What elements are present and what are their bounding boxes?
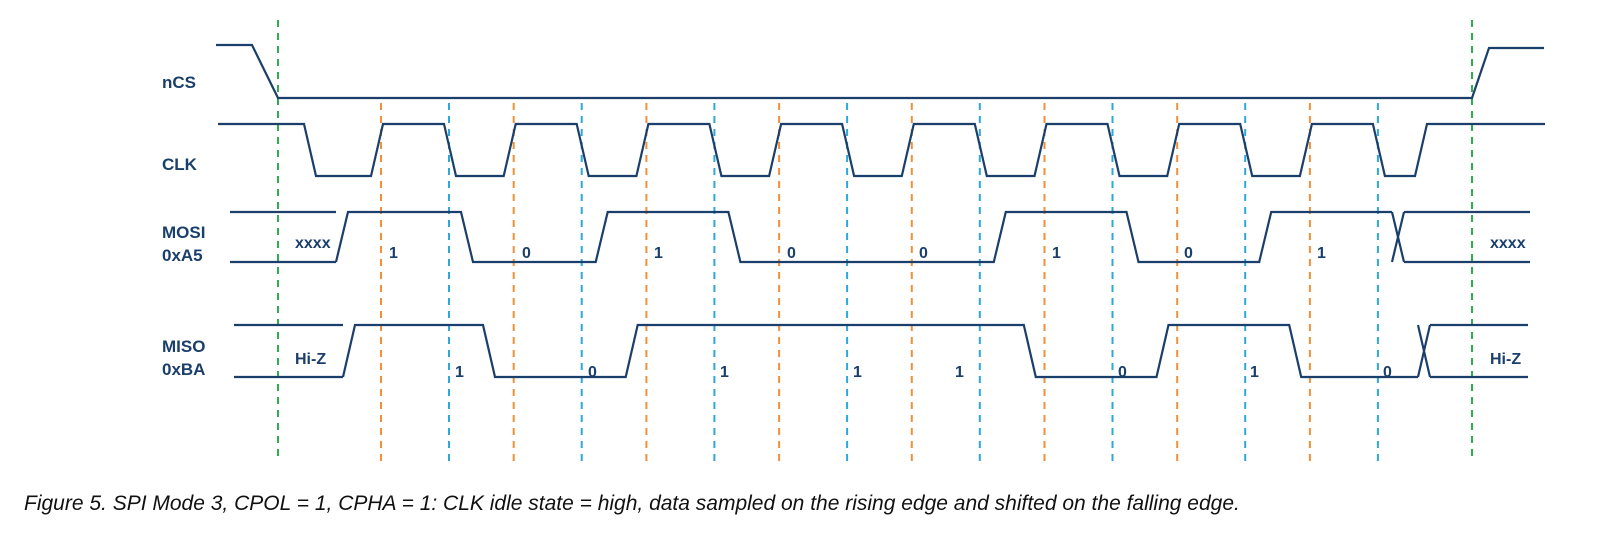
mosi-bit-label: 1 [654, 245, 663, 262]
miso-bit-label: 0 [588, 364, 597, 381]
mosi-bit-label: 0 [1184, 245, 1193, 262]
bus-data-trace [341, 323, 1418, 379]
mosi-waveform [230, 210, 1530, 264]
bus-idle-end [1416, 323, 1528, 379]
mosi-label: MOSI [162, 223, 205, 242]
ncs-label: nCS [162, 73, 196, 92]
mosi-bit-label: 0 [787, 245, 796, 262]
bus-idle-start [234, 323, 343, 379]
mosi-bit-label: 0 [522, 245, 531, 262]
miso-bit-label: 0 [1383, 364, 1392, 381]
miso-bit-label: 1 [1250, 364, 1259, 381]
miso-bit-label: 1 [455, 364, 464, 381]
miso-bit-label: 1 [853, 364, 862, 381]
miso-bit-label: 0 [1118, 364, 1127, 381]
mosi-bit-label: 0 [919, 245, 928, 262]
figure-caption: Figure 5. SPI Mode 3, CPOL = 1, CPHA = 1… [24, 492, 1240, 515]
clk-waveform [218, 122, 1545, 178]
miso-bit-label: 1 [955, 364, 964, 381]
miso-value-label: 0xBA [162, 360, 205, 379]
bus-data-trace [334, 210, 1392, 264]
miso-idle-end-label: Hi-Z [1490, 351, 1521, 368]
edge-guide-lines [277, 20, 1473, 462]
spi-timing-diagram: nCS CLK MOSI 0xA5 MISO 0xBA xxxx xxxx Hi… [162, 20, 1545, 462]
miso-waveform [234, 323, 1528, 379]
bus-idle-end [1390, 210, 1530, 264]
mosi-bit-label: 1 [1317, 245, 1326, 262]
clk-label: CLK [162, 155, 198, 174]
miso-bit-label: 1 [720, 364, 729, 381]
ncs-waveform [216, 43, 1544, 100]
mosi-bit-label: 1 [389, 245, 398, 262]
mosi-idle-end-label: xxxx [1490, 235, 1526, 252]
mosi-idle-start-label: xxxx [295, 235, 331, 252]
mosi-value-label: 0xA5 [162, 246, 203, 265]
miso-idle-start-label: Hi-Z [295, 351, 326, 368]
bus-idle-start [230, 210, 336, 264]
mosi-bit-label: 1 [1052, 245, 1061, 262]
miso-label: MISO [162, 337, 205, 356]
